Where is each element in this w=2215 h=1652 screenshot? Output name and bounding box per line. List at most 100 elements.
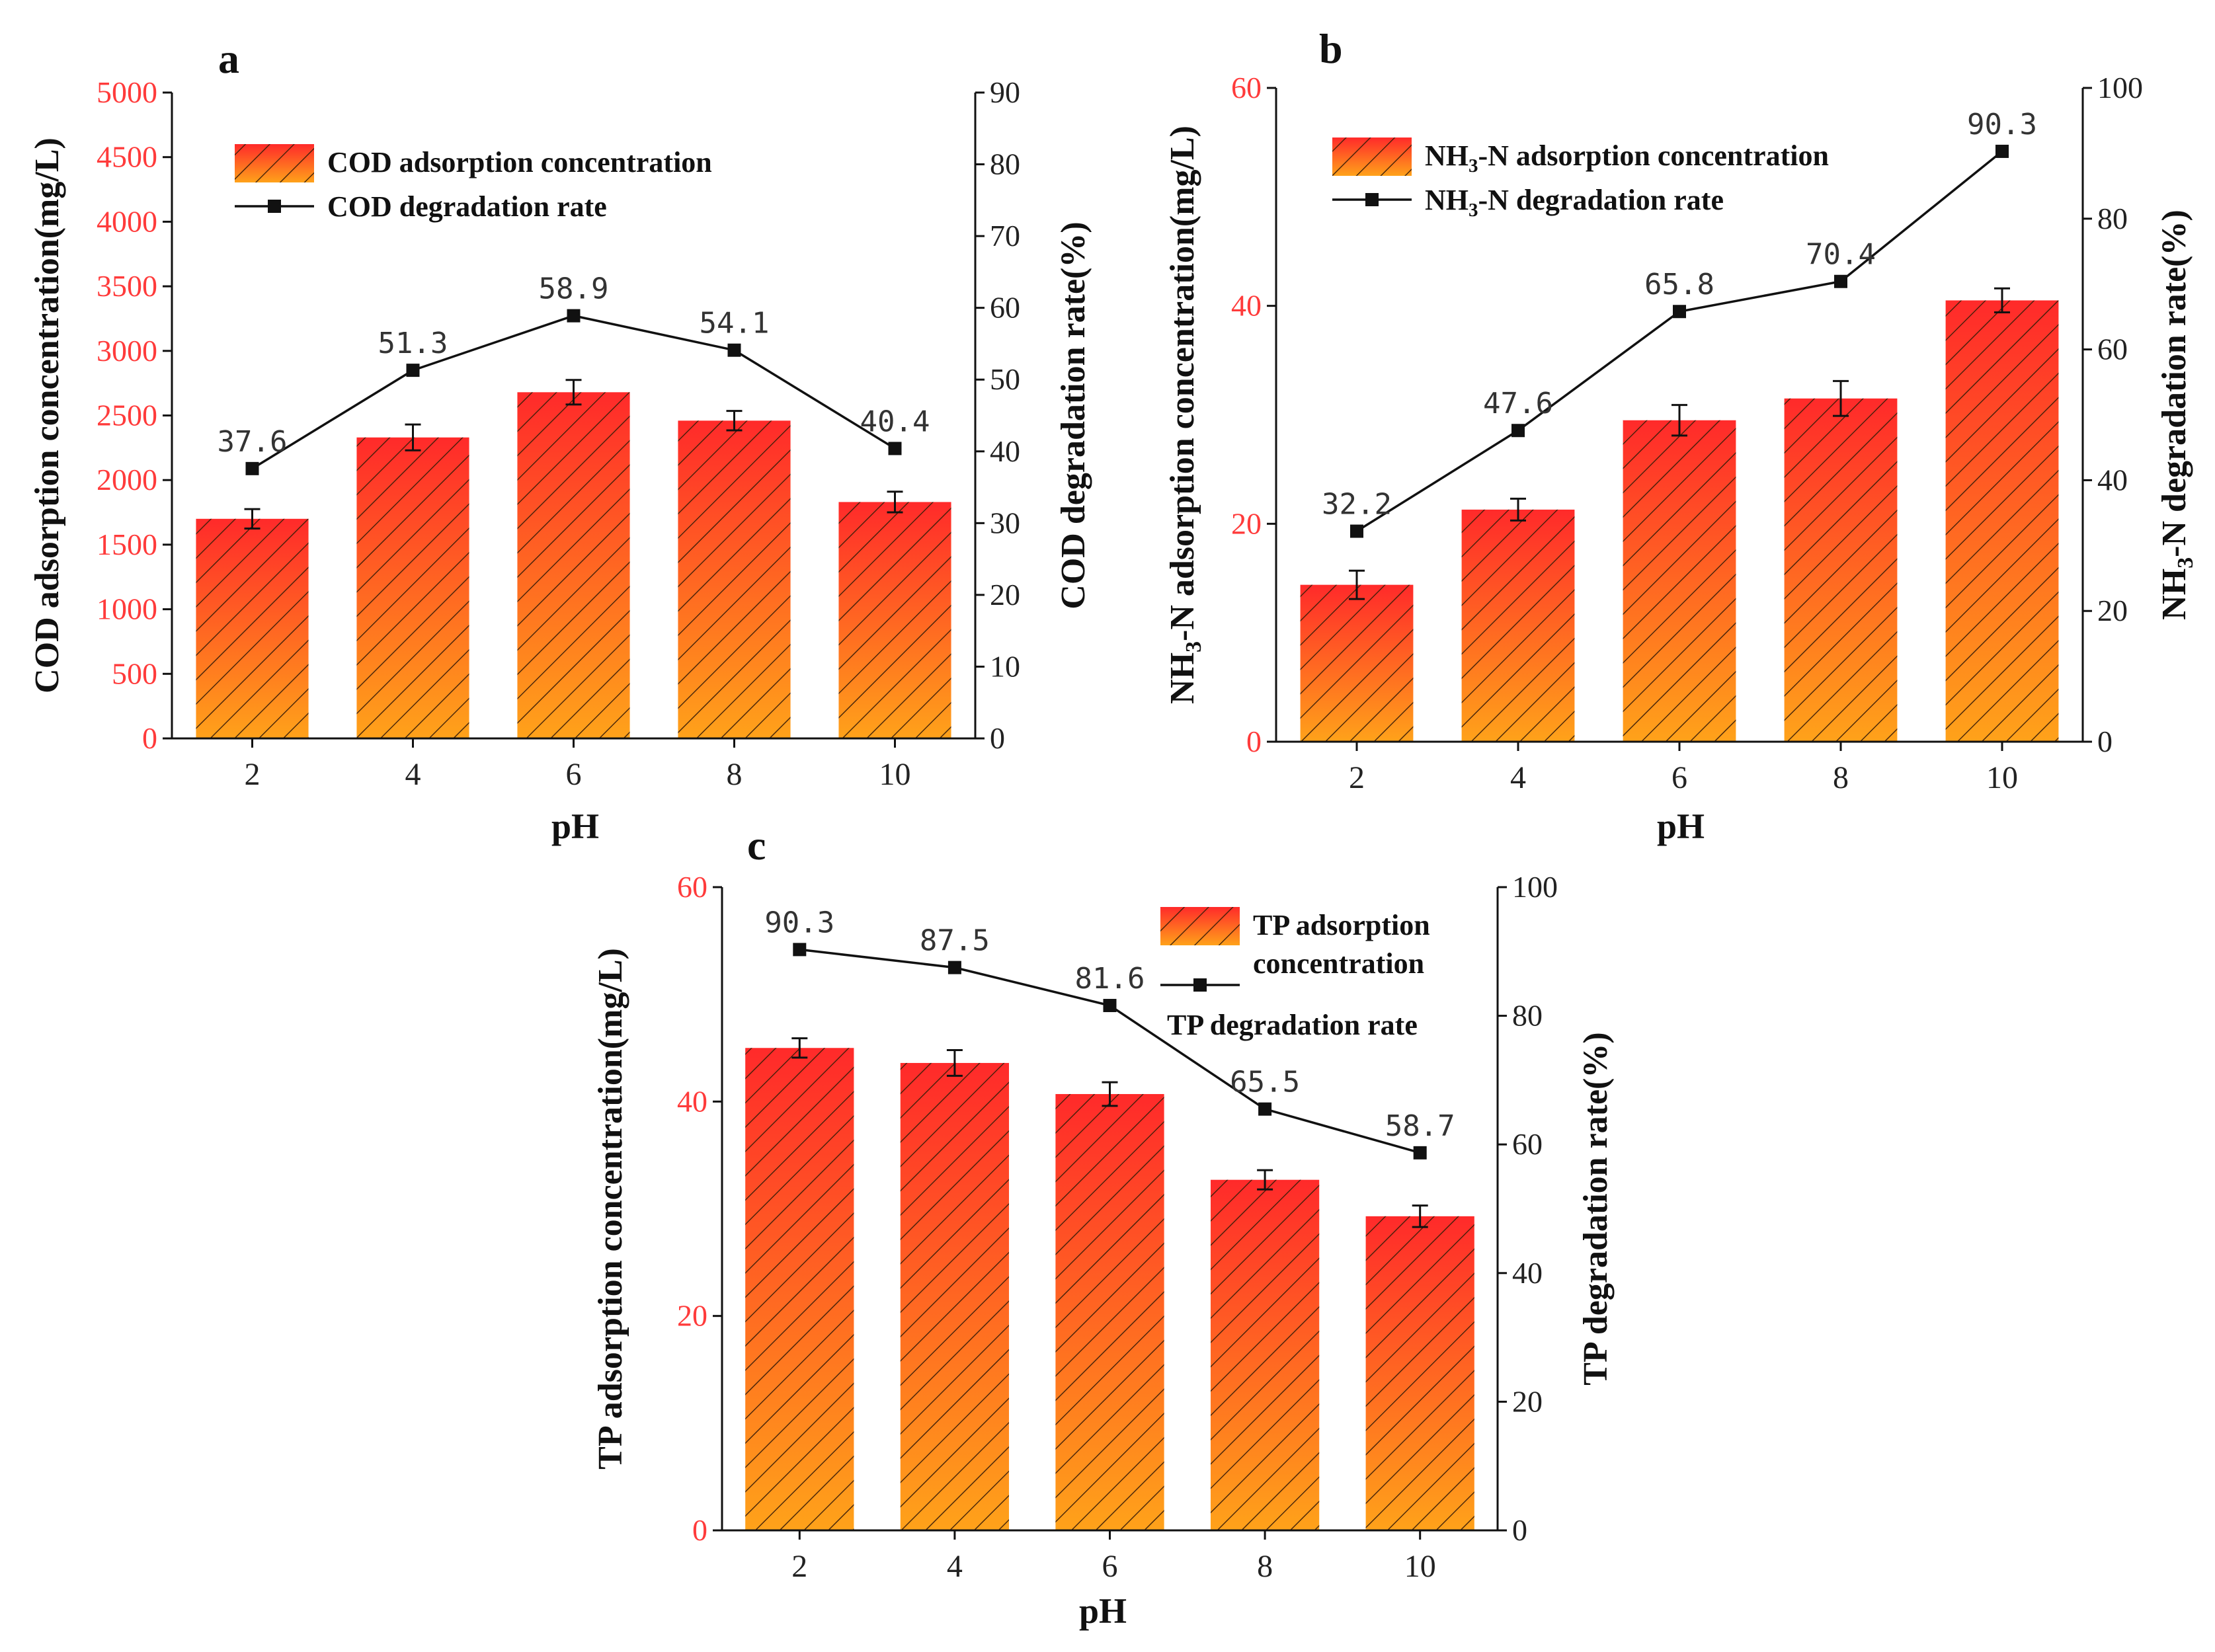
degradation-point-c-10 <box>1413 1146 1427 1160</box>
right-tick-label-a: 90 <box>990 75 1020 109</box>
bar-hatch-b-4 <box>1461 509 1575 742</box>
left-tick-label-a: 1500 <box>97 528 157 561</box>
legend-a: COD adsorption concentration COD degradat… <box>235 144 712 223</box>
right-tick-label-a: 70 <box>990 219 1020 253</box>
x-tick-label-a: 8 <box>727 757 743 792</box>
degradation-point-a-6 <box>567 309 581 323</box>
degradation-point-c-8 <box>1258 1102 1272 1116</box>
right-tick-label-a: 80 <box>990 147 1020 181</box>
left-tick-label-b: 40 <box>1231 289 1262 323</box>
right-tick-label-a: 0 <box>990 721 1005 755</box>
left-tick-label-c: 0 <box>692 1513 707 1547</box>
degradation-point-b-10 <box>1995 144 2009 158</box>
degradation-label-c-6: 81.6 <box>1075 962 1145 996</box>
legend-line-marker-a <box>268 200 281 213</box>
left-tick-label-a: 2500 <box>97 399 157 432</box>
x-tick-label-a: 2 <box>245 757 261 792</box>
bar-hatch-c-10 <box>1365 1216 1474 1530</box>
bar-hatch-b-6 <box>1623 420 1736 742</box>
degradation-label-a-2: 37.6 <box>218 425 288 459</box>
left-tick-label-a: 3500 <box>97 269 157 303</box>
legend-bar-swatch-hatch-a <box>235 144 314 182</box>
left-tick-label-c: 20 <box>677 1299 707 1333</box>
degradation-label-b-4: 47.6 <box>1483 387 1553 420</box>
legend-b: NH3-N adsorption concentration NH3-N degr… <box>1332 138 1829 221</box>
degradation-label-a-8: 54.1 <box>700 307 770 340</box>
x-tick-label-c: 6 <box>1102 1549 1118 1584</box>
bar-hatch-c-6 <box>1055 1093 1164 1530</box>
degradation-point-b-8 <box>1834 274 1847 288</box>
bar-hatch-c-2 <box>745 1048 854 1530</box>
left-tick-label-b: 60 <box>1231 71 1262 104</box>
left-tick-label-a: 500 <box>112 656 157 690</box>
right-tick-label-c: 80 <box>1512 999 1543 1033</box>
bar-hatch-a-8 <box>678 420 791 738</box>
right-tick-label-c: 20 <box>1512 1384 1543 1418</box>
bar-hatch-b-8 <box>1784 398 1898 742</box>
x-tick-label-c: 4 <box>947 1549 963 1584</box>
x-tick-label-b: 10 <box>1986 760 2018 795</box>
left-tick-label-b: 20 <box>1231 506 1262 540</box>
left-tick-label-c: 40 <box>677 1084 707 1118</box>
degradation-label-b-8: 70.4 <box>1806 238 1876 272</box>
degradation-point-a-2 <box>245 461 259 475</box>
bar-hatch-b-10 <box>1945 300 2059 742</box>
right-tick-label-a: 50 <box>990 362 1020 396</box>
degradation-label-a-4: 51.3 <box>378 327 448 360</box>
left-tick-label-a: 3000 <box>97 334 157 368</box>
left-tick-label-a: 1000 <box>97 592 157 626</box>
legend-bar-swatch-hatch-c <box>1160 907 1240 945</box>
degradation-label-c-8: 65.5 <box>1230 1066 1300 1099</box>
y-axis-right-label-a: COD degradation rate(%) <box>1055 221 1092 609</box>
bar-hatch-a-6 <box>517 392 630 738</box>
degradation-point-a-8 <box>727 343 741 357</box>
y-axis-right-label-b: NH3-N degradation rate(%) <box>2155 210 2198 620</box>
chart-panel-b: 0 20 40 60 0 20 40 60 80 100 2 4 6 8 10 32.2 47.6 65.8 70.… <box>1164 25 2198 846</box>
degradation-label-b-2: 32.2 <box>1322 488 1392 522</box>
bar-hatch-a-10 <box>838 502 951 738</box>
right-tick-label-b: 0 <box>2097 725 2113 758</box>
right-tick-label-a: 40 <box>990 434 1020 468</box>
degradation-point-b-2 <box>1350 524 1363 538</box>
right-tick-label-b: 60 <box>2097 333 2128 366</box>
x-tick-label-c: 2 <box>791 1549 807 1584</box>
panel-label-b: b <box>1319 25 1343 72</box>
degradation-label-c-2: 90.3 <box>764 906 834 939</box>
right-tick-label-b: 40 <box>2097 463 2128 496</box>
x-tick-label-b: 6 <box>1671 760 1687 795</box>
left-tick-label-a: 5000 <box>97 75 157 109</box>
right-tick-label-c: 60 <box>1512 1127 1543 1161</box>
x-tick-label-c: 10 <box>1404 1549 1436 1584</box>
x-axis-label-a: pH <box>551 806 599 846</box>
degradation-point-b-4 <box>1511 424 1525 438</box>
bar-hatch-b-2 <box>1300 584 1414 742</box>
degradation-label-a-6: 58.9 <box>539 272 609 306</box>
chart-panel-c: 0 20 40 60 0 20 40 60 80 100 2 4 6 8 10 90.3 87.5 81.6 65.… <box>592 822 1615 1631</box>
right-tick-label-b: 100 <box>2097 71 2143 104</box>
legend-c: TP adsorption concentration TP degradation… <box>1160 907 1430 1041</box>
left-tick-label-a: 4000 <box>97 204 157 238</box>
legend-bar-label-b: NH3-N adsorption concentration <box>1425 139 1829 177</box>
y-axis-left-label-b: NH3-N adsorption concentration(mg/L) <box>1164 126 1206 704</box>
degradation-label-a-10: 40.4 <box>860 405 930 438</box>
legend-line-label-b: NH3-N degradation rate <box>1425 184 1724 221</box>
degradation-label-c-4: 87.5 <box>920 924 990 958</box>
legend-line-label-c: TP degradation rate <box>1167 1009 1418 1041</box>
x-tick-label-a: 4 <box>405 757 421 792</box>
degradation-point-c-6 <box>1103 999 1117 1013</box>
left-tick-label-c: 60 <box>677 870 707 904</box>
y-axis-right-label-c: TP degradation rate(%) <box>1577 1032 1615 1385</box>
left-tick-label-a: 4500 <box>97 140 157 174</box>
x-tick-label-b: 8 <box>1833 760 1849 795</box>
right-tick-label-c: 0 <box>1512 1513 1527 1547</box>
chart-panel-a: 0500100015002000250030003500400045005000… <box>28 35 1092 846</box>
right-tick-label-a: 20 <box>990 578 1020 611</box>
bar-hatch-a-4 <box>356 437 469 738</box>
x-axis-label-c: pH <box>1079 1591 1127 1631</box>
legend-line-marker-c <box>1193 978 1207 992</box>
degradation-label-c-10: 58.7 <box>1385 1109 1455 1143</box>
left-tick-label-a: 0 <box>142 721 157 755</box>
right-tick-label-a: 30 <box>990 506 1020 539</box>
degradation-label-b-10: 90.3 <box>1967 108 2037 141</box>
